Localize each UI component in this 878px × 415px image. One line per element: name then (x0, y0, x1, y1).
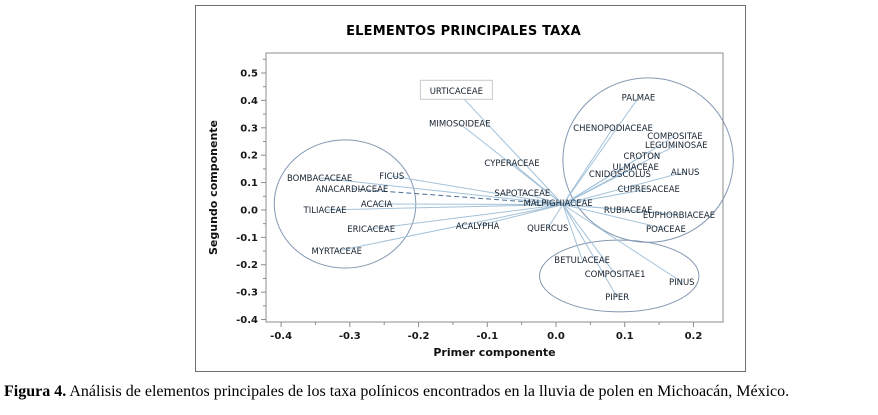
biplot-vector-croton (562, 155, 643, 205)
taxon-label-ficus: FICUS (379, 172, 404, 182)
x-tick-label: -0.2 (408, 331, 430, 342)
y-tick-label: -0.4 (236, 315, 258, 326)
y-tick-label: 0.2 (240, 151, 258, 162)
taxon-label-leguminosae: LEGUMINOSAE (645, 141, 708, 151)
taxon-label-euphorbiaceae: EUPHORBIACEAE (643, 211, 715, 221)
plot-border (265, 52, 724, 323)
y-tick-label: -0.2 (236, 260, 258, 271)
taxon-label-piper: PIPER (605, 293, 629, 303)
pca-scatter-plot: -0.4 -0.3 -0.2 -0.1 0.0 0.1 0.2 0.5 0.4 0.3 0.2 0.1… (236, 52, 734, 342)
x-tick-label: 0.1 (616, 331, 634, 342)
chart-title: ELEMENTOS PRINCIPALES TAXA (346, 24, 581, 39)
taxon-label-bombacaceae: BOMBACACEAE (287, 174, 352, 184)
y-tick-label: 0.1 (240, 178, 258, 189)
taxon-label-ulmaceae: ULMACEAE (612, 163, 658, 173)
taxon-label-cupresaceae: CUPRESACEAE (618, 185, 680, 195)
y-tick-label: 0.3 (240, 123, 258, 134)
taxon-label-anacardiaceae: ANACARDIACEAE (316, 185, 389, 195)
x-tick-label: 0.0 (547, 331, 565, 342)
biplot-vector-myrtaceae (336, 203, 563, 252)
biplot-vector-palmae (562, 97, 639, 205)
taxon-label-acalypha: ACALYPHA (456, 222, 500, 232)
taxon-label-cnidoscolus: CNIDOSCOLUS (589, 170, 651, 180)
biplot-vector-anacardiaceae (351, 188, 563, 205)
taxon-label-rubiaceae: RUBIACEAE (604, 206, 653, 216)
cluster-ellipse-bottom-cluster (539, 239, 700, 313)
taxon-label-croton: CROTON (624, 152, 661, 162)
biplot-vector-cnidoscolus (562, 173, 621, 205)
taxon-label-compositae1: COMPOSITAE1 (585, 270, 646, 280)
taxon-label-cyperaceae: CYPERACEAE (484, 159, 539, 169)
taxon-label-palmae: PALMAE (622, 94, 656, 104)
taxon-label-pinus: PINUS (669, 278, 695, 288)
x-tick-label: 0.2 (685, 331, 703, 342)
caption-text: Análisis de elementos principales de los… (66, 383, 790, 400)
figure-caption: Figura 4. Análisis de elementos principa… (4, 383, 874, 401)
biplot-vector-quercus (547, 204, 564, 229)
x-tick-label: -0.1 (476, 331, 498, 342)
biplot-vector-pinus (562, 204, 683, 283)
biplot-vector-alnus (562, 171, 686, 205)
biplot-vector-cupresaceae (562, 188, 649, 205)
taxon-label-quercus: QUERCUS (527, 224, 568, 234)
taxon-label-alnus: ALNUS (671, 168, 700, 178)
taxon-label-myrtaceae: MYRTACEAE (312, 247, 363, 257)
x-axis-label: Primer componente (433, 346, 556, 359)
y-tick-label: 0.0 (240, 205, 258, 216)
biplot-vector-acacia (376, 203, 563, 205)
biplot-vector-tiliaceae (325, 203, 563, 211)
x-tick-label: -0.4 (270, 331, 292, 342)
taxon-label-poaceae: POACEAE (646, 225, 686, 235)
biplot-vector-acalypha (477, 203, 563, 227)
biplot-vector-chenopodiaceae (562, 127, 614, 205)
taxon-label-mimosoideae: MIMOSOIDEAE (429, 120, 491, 130)
pca-figure: ELEMENTOS PRINCIPALES TAXA Segundo compo… (195, 5, 746, 372)
taxon-label-box (419, 79, 493, 100)
taxon-label-ericaceae: ERICACEAE (347, 225, 395, 235)
biplot-vector-poaceae (562, 203, 667, 230)
taxon-label-acacia: ACACIA (361, 200, 393, 210)
biplot-vector-bombacaceae (319, 177, 563, 205)
biplot-vector-urticaceae (455, 90, 564, 205)
biplot-vector-cyperaceae (511, 162, 564, 205)
biplot-vector-sapotaceae (522, 192, 564, 205)
biplot-vector-betulaceae (562, 204, 583, 260)
y-tick-label: 0.4 (240, 96, 258, 107)
taxon-label-malpighiaceae: MALPIGHIACEAE (523, 199, 592, 209)
y-tick-label: -0.1 (236, 233, 258, 244)
biplot-vector-ficus (391, 175, 563, 205)
taxon-label-compositae: COMPOSITAE (647, 132, 702, 142)
taxon-label-sapotaceae: SAPOTACEAE (494, 189, 550, 199)
caption-label: Figura 4. (4, 383, 67, 400)
y-tick-label: -0.3 (236, 288, 258, 299)
taxon-label-chenopodiaceae: CHENOPODIACEAE (573, 124, 653, 134)
taxon-label-urticaceae: URTICACEAE (430, 87, 483, 97)
taxon-label-tiliaceae: TILIACEAE (303, 206, 347, 216)
x-tick-label: -0.3 (339, 331, 361, 342)
biplot-vector-euphorbiaceae (562, 203, 680, 216)
biplot-vector-compositae1 (562, 204, 616, 275)
taxon-label-betulaceae: BETULACEAE (554, 256, 610, 266)
biplot-vector-ericaceae (371, 203, 563, 230)
y-tick-label: 0.5 (240, 68, 258, 79)
biplot-vector-piper (562, 204, 618, 298)
